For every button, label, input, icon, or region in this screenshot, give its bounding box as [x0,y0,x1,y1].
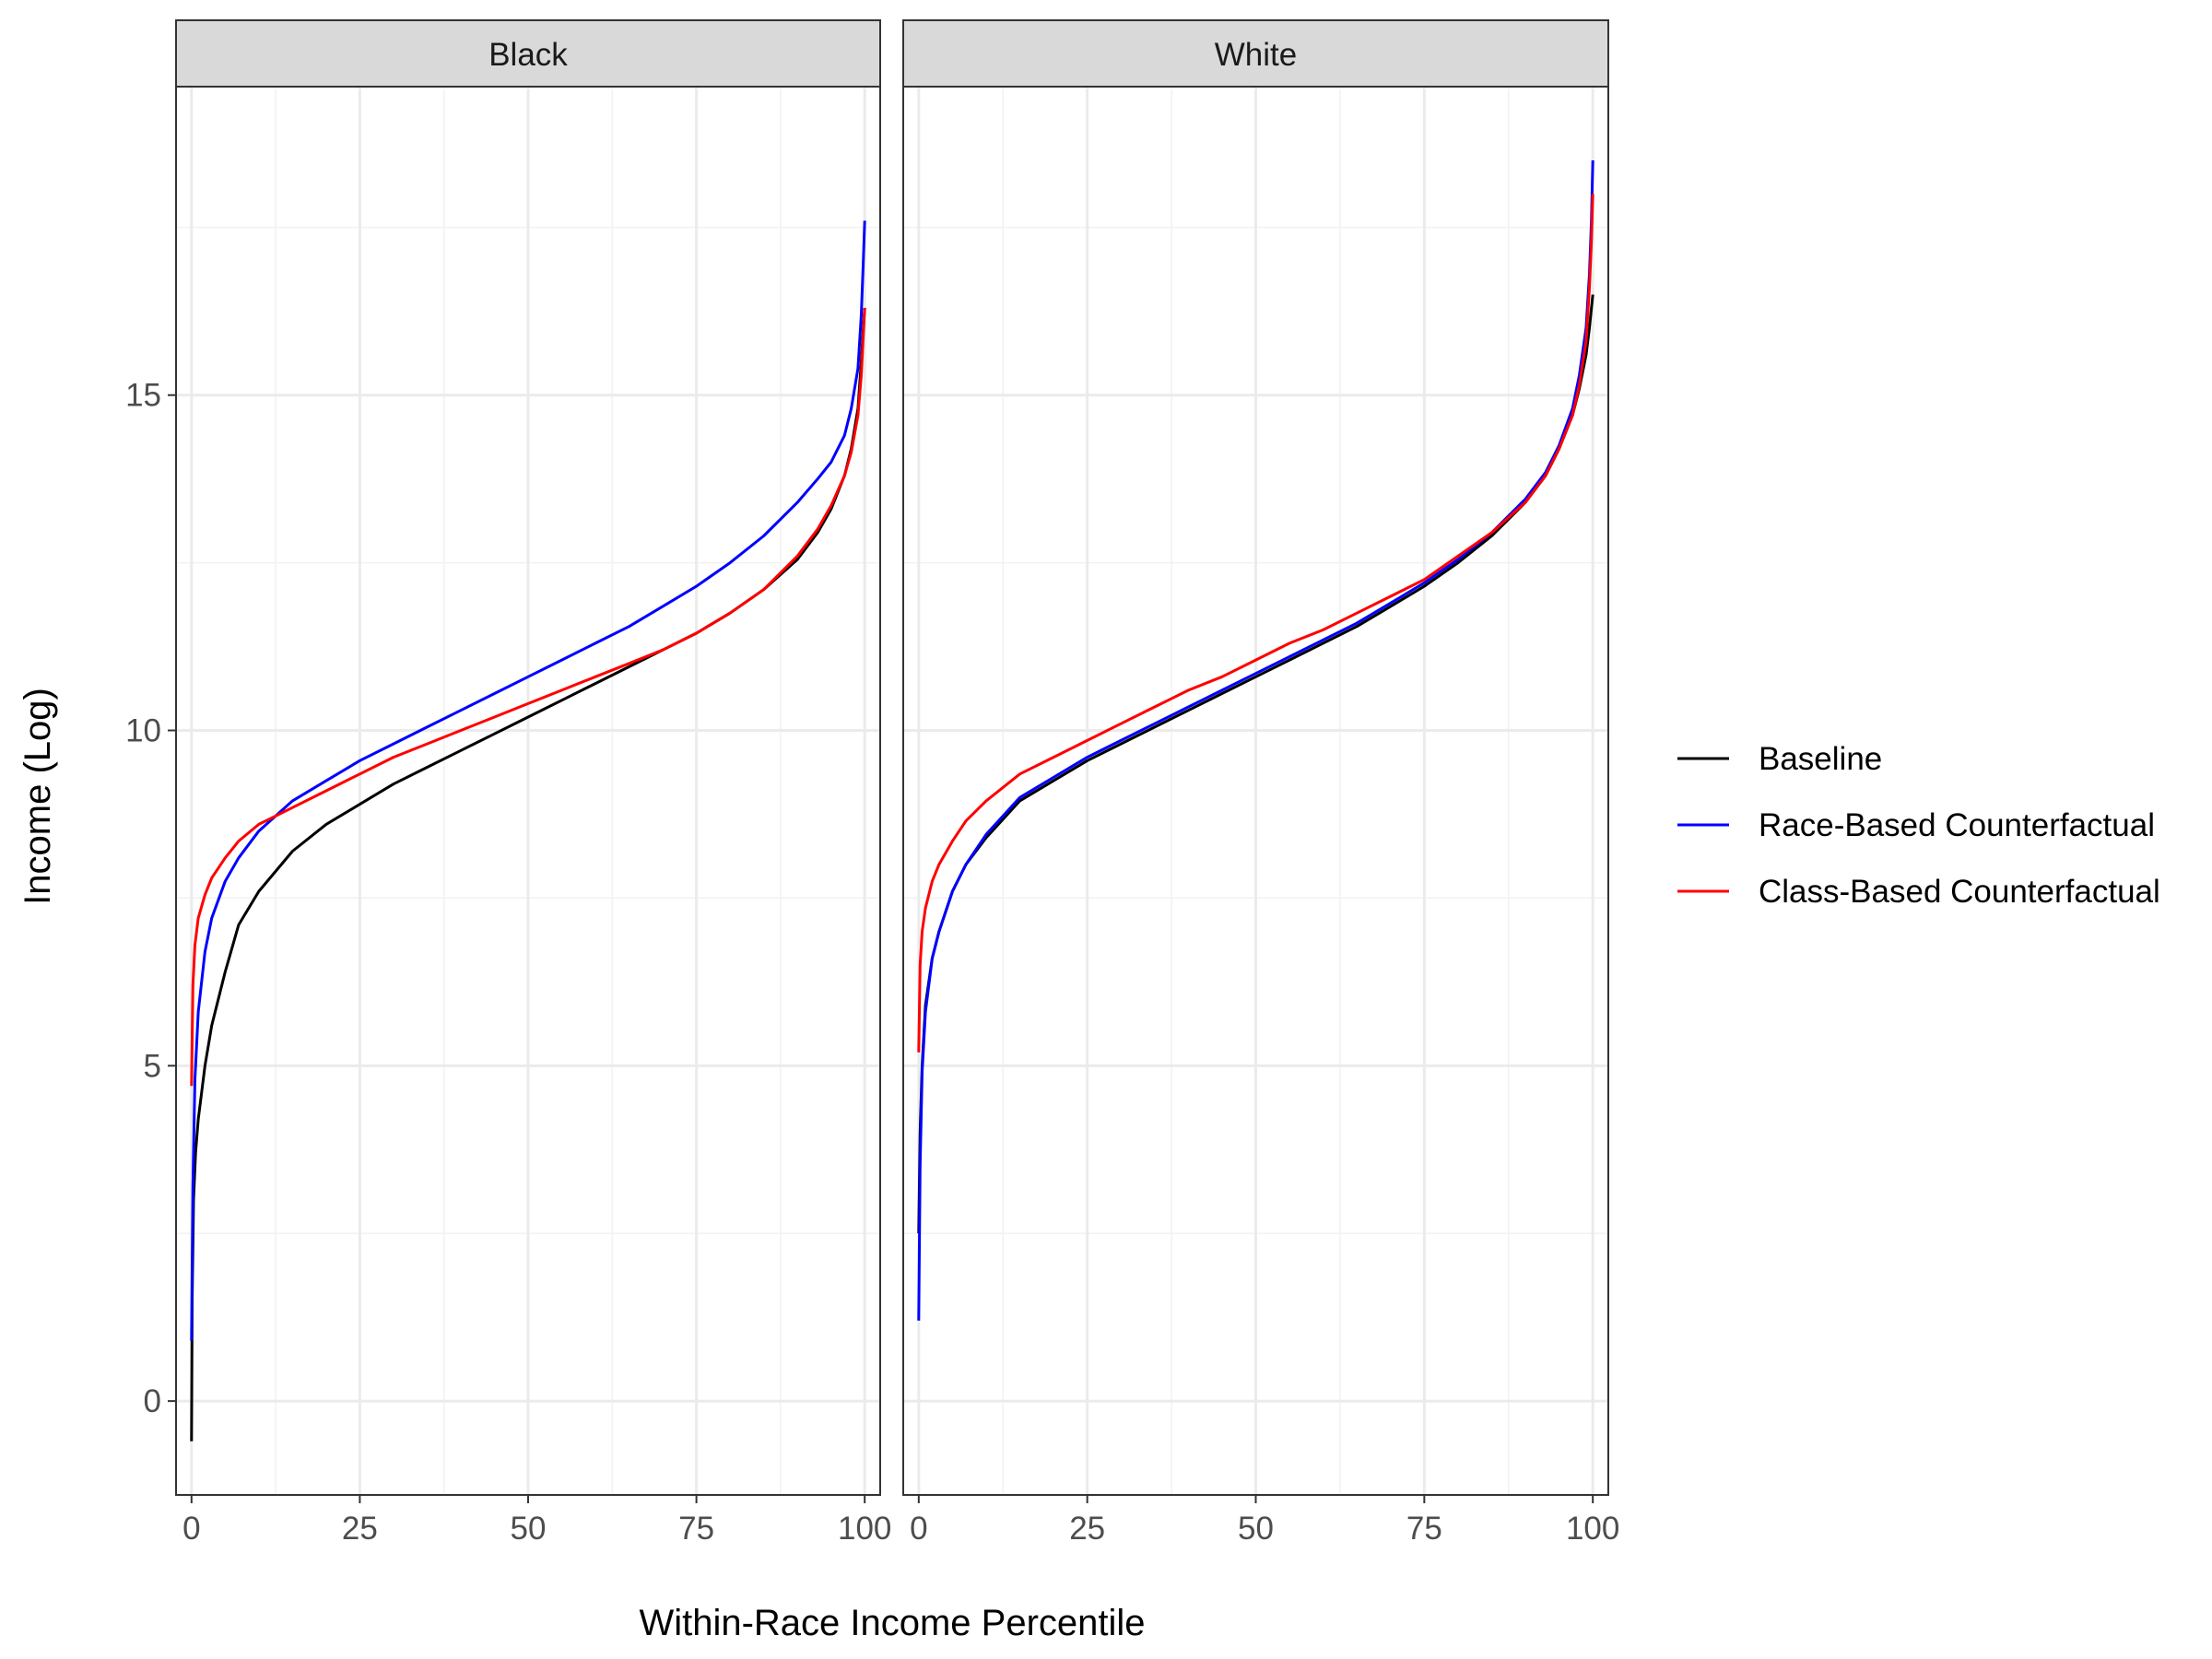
x-tick-label: 0 [182,1511,200,1547]
legend: Baseline Race-Based Counterfactual Class-B… [1677,741,2160,910]
x-tick-label: 75 [1406,1511,1442,1547]
x-axis-title: Within-Race Income Percentile [639,1603,1145,1643]
facet-strip [175,19,881,88]
x-tick-label: 100 [1566,1511,1619,1547]
legend-label: Class-Based Counterfactual [1759,874,2160,910]
series-line-class-based-counterfactual [917,194,1594,1053]
legend-label: Race-Based Counterfactual [1759,807,2155,843]
facet-strip-label: White [1215,37,1297,73]
y-tick-label: 15 [125,378,161,414]
facet-strip-label: Black [488,37,568,73]
y-axis-title: Income (Log) [18,688,58,905]
x-tick-label: 0 [910,1511,927,1547]
y-tick-label: 10 [125,713,161,749]
legend-item: Race-Based Counterfactual [1677,807,2155,843]
x-tick-label: 75 [678,1511,714,1547]
panels: Black 0 25 50 75 100 0 5 10 15 White 0 25 50 75 100 [125,19,1619,1547]
x-tick-label: 25 [1069,1511,1105,1547]
legend-label: Baseline [1759,741,1882,777]
series-line-race-based-counterfactual [190,220,866,1341]
y-tick-label: 0 [144,1383,161,1419]
series-line-race-based-counterfactual [917,159,1594,1321]
x-tick-label: 50 [511,1511,547,1547]
facet-strip [902,19,1609,88]
y-tick-label: 5 [144,1048,161,1084]
legend-item: Class-Based Counterfactual [1677,874,2160,910]
series-line-class-based-counterfactual [190,308,866,1087]
x-tick-label: 100 [838,1511,891,1547]
panel-white: White 0 25 50 75 100 [902,19,1619,1547]
x-tick-label: 25 [342,1511,378,1547]
x-tick-label: 50 [1238,1511,1274,1547]
legend-item: Baseline [1677,741,1882,777]
panel-black: Black 0 25 50 75 100 0 5 10 15 [125,19,891,1547]
